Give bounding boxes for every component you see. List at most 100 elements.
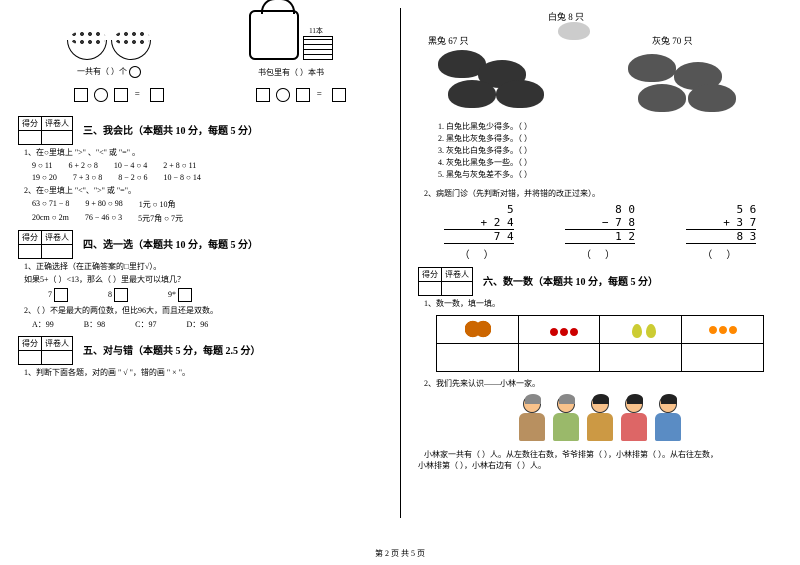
- count-table: [436, 315, 764, 372]
- calc-problems: 5 + 2 4 7 4 （ ） 8 0 − 7 8 1 2 （ ） 5 6 + …: [418, 203, 782, 261]
- marker-col: 评卷人: [442, 268, 473, 282]
- section-5-title: 五、对与错（本题共 5 分，每题 2.5 分）: [83, 336, 261, 357]
- person-icon: [549, 395, 583, 443]
- calc-result: 1 2: [565, 230, 635, 244]
- expr: 7 + 3 ○ 8: [73, 173, 102, 182]
- rabbit-illustration: 白兔 8 只 黑兔 67 只 灰兔 70 只: [418, 10, 782, 120]
- black-rabbit-icon: [448, 80, 496, 108]
- bag-count-label: 书包里有（ ）本书: [209, 67, 373, 78]
- calc-paren: （ ）: [686, 246, 756, 261]
- section-3-header: 得分评卷人 三、我会比（本题共 10 分，每题 5 分）: [18, 116, 382, 145]
- sec4-q1-text: 如果5+（ ）<13，那么（ ）里最大可以填几？: [24, 274, 382, 285]
- bowl-icon: [67, 40, 107, 60]
- rabbit-q: 2. 黑兔比灰兔多得多。（ ）: [438, 133, 782, 144]
- calc-1: 5 + 2 4 7 4 （ ）: [444, 203, 514, 261]
- sec6-q2-text1: 小林家一共有（ ）人。从左数往右数，爷爷排第（ ），小林排第（ ）。从右往左数，: [424, 449, 782, 460]
- person-icon: [583, 395, 617, 443]
- section-4-header: 得分评卷人 四、选一选（本题共 10 分，每题 5 分）: [18, 230, 382, 259]
- sec3-q2-row2: 20cm ○ 2m 76 − 46 ○ 3 5元7角 ○ 7元: [32, 213, 382, 224]
- person-icon: [515, 395, 549, 443]
- rabbit-q: 1. 白兔比黑兔少得多。（ ）: [438, 121, 782, 132]
- section-6-header: 得分评卷人 六、数一数（本题共 10 分，每题 5 分）: [418, 267, 782, 296]
- sec6-q1: 1、数一数，填一填。: [424, 298, 782, 309]
- section-6-title: 六、数一数（本题共 10 分，每题 5 分）: [483, 267, 658, 288]
- calc-paren: （ ）: [444, 246, 514, 261]
- equation-row: = =: [18, 84, 382, 110]
- marker-col: 评卷人: [42, 231, 73, 245]
- opt: 9*: [168, 290, 176, 299]
- rabbit-q: 3. 灰兔比白兔多得多。（ ）: [438, 145, 782, 156]
- sec4-q2-label: 2、（ ）不是最大的两位数，但比96大，而且还是双数。: [24, 305, 382, 316]
- opt: A：99: [32, 319, 54, 330]
- sec4-q1-label: 1、正确选择（在正确答案的□里打√）。: [24, 261, 382, 272]
- rabbit-q: 5. 黑兔与灰兔差不多。（ ）: [438, 169, 782, 180]
- gray-rabbit-icon: [628, 54, 676, 82]
- score-table: 得分评卷人: [418, 267, 473, 296]
- score-col: 得分: [19, 231, 42, 245]
- calc-3: 5 6 + 3 7 8 3 （ ）: [686, 203, 756, 261]
- gray-rabbit-icon: [688, 84, 736, 112]
- calc-line: 5 6: [686, 203, 756, 216]
- fruit-bowl-group: [67, 40, 151, 60]
- sec3-q2-row1: 63 ○ 71 − 8 9 + 80 ○ 98 1元 ○ 10角: [32, 199, 382, 210]
- page-footer: 第 2 页 共 5 页: [0, 548, 800, 559]
- expr: 20cm ○ 2m: [32, 213, 69, 224]
- bag-icon: [249, 10, 299, 60]
- family-illustration: [418, 395, 782, 443]
- gray-rabbit-label: 灰兔 70 只: [652, 34, 693, 47]
- butterfly-icon: [465, 320, 491, 338]
- black-rabbit-label: 黑兔 67 只: [428, 34, 469, 47]
- sec3-q1-row1: 9 ○ 11 6 + 2 ○ 8 10 − 4 ○ 4 2 + 8 ○ 11: [32, 161, 382, 170]
- section-4-title: 四、选一选（本题共 10 分，每题 5 分）: [83, 230, 258, 251]
- white-rabbit-icon: [558, 22, 590, 40]
- equation-boxes-right: =: [256, 88, 346, 102]
- rabbit-q: 4. 灰兔比黑兔多一些。（ ）: [438, 157, 782, 168]
- top-images-row: 11本: [18, 10, 382, 60]
- books-count-label: 11本: [299, 26, 333, 36]
- sec3-q1-label: 1、在○里填上 ">" 、"<" 或 "=" 。: [24, 147, 382, 158]
- calc-line: 5: [444, 203, 514, 216]
- opt: D：96: [186, 319, 208, 330]
- gray-rabbit-icon: [638, 84, 686, 112]
- apple-icon: [129, 66, 141, 78]
- expr: 10 − 4 ○ 4: [114, 161, 147, 170]
- person-icon: [651, 395, 685, 443]
- calc-line: + 2 4: [444, 216, 514, 230]
- expr: 63 ○ 71 − 8: [32, 199, 69, 210]
- section-5-header: 得分评卷人 五、对与错（本题共 5 分，每题 2.5 分）: [18, 336, 382, 365]
- sec6-q2-text2: 小林排第（ ），小林右边有（ ）人。: [418, 460, 782, 471]
- sec6-q2-label: 2、我们先来认识——小林一家。: [424, 378, 782, 389]
- expr: 10 − 8 ○ 14: [164, 173, 201, 182]
- expr: 8 − 2 ○ 6: [118, 173, 147, 182]
- cherry-icon: [546, 320, 572, 338]
- equation-boxes-left: =: [74, 88, 164, 102]
- orange-icon: [709, 320, 735, 338]
- bag-books-group: 11本: [249, 10, 333, 60]
- expr: 9 ○ 11: [32, 161, 53, 170]
- score-col: 得分: [19, 337, 42, 351]
- opt: C：97: [135, 319, 156, 330]
- expr: 2 + 8 ○ 11: [163, 161, 196, 170]
- left-column: 11本 一共有（ ）个 书包里有（ ）本书 = = 得分评卷人 三、我会比（本题…: [0, 0, 400, 565]
- calc-2: 8 0 − 7 8 1 2 （ ）: [565, 203, 635, 261]
- calc-result: 8 3: [686, 230, 756, 244]
- calc-line: − 7 8: [565, 216, 635, 230]
- calc-result: 7 4: [444, 230, 514, 244]
- opt: 7: [48, 290, 52, 299]
- person-icon: [617, 395, 651, 443]
- score-table: 得分评卷人: [18, 230, 73, 259]
- bowl-icon: [111, 40, 151, 60]
- opt: 8: [108, 290, 112, 299]
- bing-label: 2、病题门诊（先判断对错，并将错的改正过来）。: [424, 188, 782, 199]
- score-col: 得分: [19, 117, 42, 131]
- calc-paren: （ ）: [565, 246, 635, 261]
- fruit-count-label: 一共有（ ）个: [77, 67, 127, 76]
- expr: 19 ○ 20: [32, 173, 57, 182]
- score-table: 得分评卷人: [18, 116, 73, 145]
- score-table: 得分评卷人: [18, 336, 73, 365]
- marker-col: 评卷人: [42, 337, 73, 351]
- rabbit-questions: 1. 白兔比黑兔少得多。（ ） 2. 黑兔比灰兔多得多。（ ） 3. 灰兔比白兔…: [438, 121, 782, 180]
- expr: 76 − 46 ○ 3: [85, 213, 122, 224]
- right-column: 白兔 8 只 黑兔 67 只 灰兔 70 只 1. 白兔比黑兔少得多。（ ） 2…: [400, 0, 800, 565]
- expr: 9 + 80 ○ 98: [85, 199, 122, 210]
